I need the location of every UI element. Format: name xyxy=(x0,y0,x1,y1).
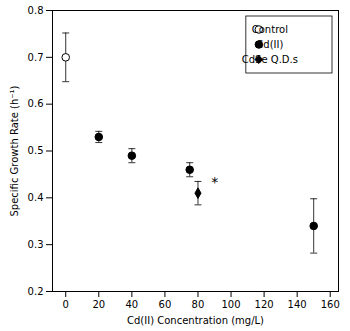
svg-text:60: 60 xyxy=(159,299,172,310)
svg-text:CdSe Q.D.s: CdSe Q.D.s xyxy=(242,54,298,65)
svg-text:0.7: 0.7 xyxy=(28,52,44,63)
svg-text:0.6: 0.6 xyxy=(28,98,44,109)
svg-text:Cd(II) Concentration (mg/L): Cd(II) Concentration (mg/L) xyxy=(127,315,264,326)
svg-text:140: 140 xyxy=(288,299,307,310)
svg-text:Control: Control xyxy=(252,24,288,35)
svg-text:0.8: 0.8 xyxy=(28,5,44,16)
svg-text:0.4: 0.4 xyxy=(28,192,44,203)
svg-text:160: 160 xyxy=(321,299,340,310)
svg-text:120: 120 xyxy=(255,299,274,310)
svg-text:0.2: 0.2 xyxy=(28,286,44,297)
svg-text:20: 20 xyxy=(92,299,105,310)
svg-text:Specific Growth Rate (h⁻¹): Specific Growth Rate (h⁻¹) xyxy=(9,85,20,216)
svg-text:0: 0 xyxy=(63,299,69,310)
svg-text:0.3: 0.3 xyxy=(28,239,44,250)
svg-text:*: * xyxy=(211,174,218,190)
svg-text:80: 80 xyxy=(192,299,205,310)
svg-text:0.5: 0.5 xyxy=(28,145,44,156)
svg-text:100: 100 xyxy=(221,299,240,310)
svg-text:40: 40 xyxy=(125,299,138,310)
svg-text:Cd(II): Cd(II) xyxy=(256,39,283,50)
